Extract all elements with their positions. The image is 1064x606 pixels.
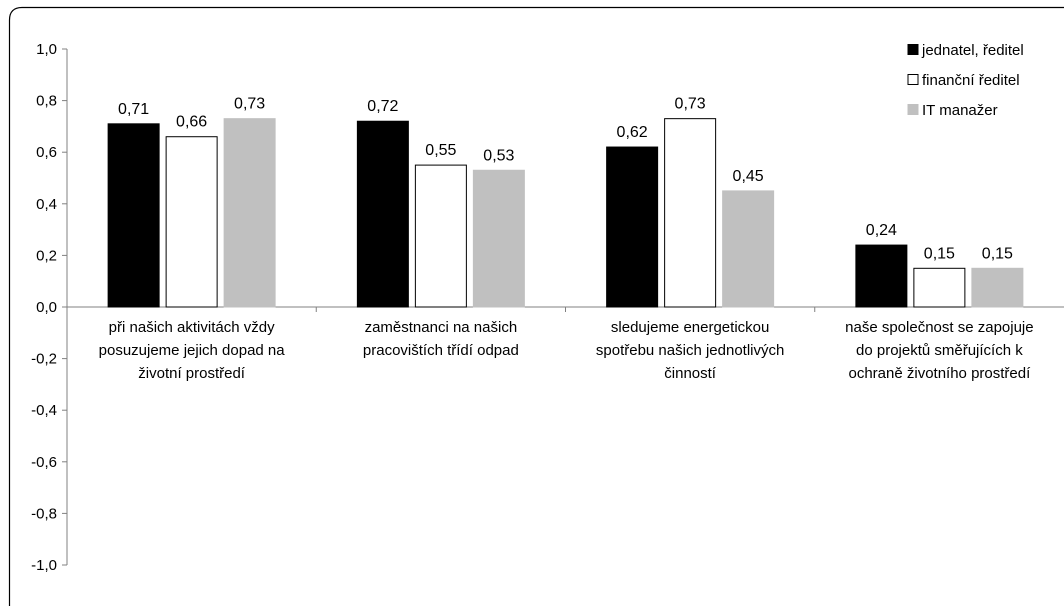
y-tick-label: 1,0: [36, 41, 57, 58]
y-tick-label: -0,4: [31, 402, 57, 419]
legend-entry: jednatel, ředitel: [921, 42, 1024, 59]
bar: [665, 119, 716, 307]
bar-value-label: 0,72: [367, 98, 398, 115]
bar: [357, 121, 408, 307]
bar: [415, 165, 466, 307]
legend-swatch: [908, 75, 918, 85]
y-tick-label: 0,4: [36, 196, 57, 213]
legend-entry: IT manažer: [922, 102, 998, 119]
chart-frame: 1,0 0,8 0,6 0,4 0,2 0,0 -0,2 -0,4 -0,6 -0,8 -1,0 0…: [8, 6, 1064, 606]
bar-value-label: 0,53: [483, 147, 514, 164]
legend-swatch: [908, 45, 918, 55]
bar: [108, 124, 159, 307]
category-label: spotřebu našich jednotlivých: [596, 342, 784, 359]
category-label: do projektů směřujících k: [856, 342, 1023, 359]
y-tick-label: 0,2: [36, 247, 57, 264]
bar-value-label: 0,45: [733, 168, 764, 185]
bar: [914, 268, 965, 307]
category-label: životní prostředí: [138, 365, 246, 382]
category-label: při našich aktivitách vždy: [109, 319, 275, 336]
y-tick-label: 0,0: [36, 299, 57, 316]
bar: [607, 147, 658, 307]
category-label: posuzujeme jejich dopad na: [99, 342, 286, 359]
bar-value-label: 0,55: [425, 142, 456, 159]
y-tick-label: -0,6: [31, 454, 57, 471]
bar-value-label: 0,15: [924, 245, 955, 262]
bar-chart: 1,0 0,8 0,6 0,4 0,2 0,0 -0,2 -0,4 -0,6 -0,8 -1,0 0…: [8, 6, 1064, 606]
bar-value-label: 0,24: [866, 222, 897, 239]
y-tick-label: -1,0: [31, 557, 57, 574]
bar-value-label: 0,73: [234, 96, 265, 113]
bar: [473, 170, 524, 307]
category-label: činností: [664, 365, 717, 382]
category-label: sledujeme energetickou: [611, 319, 769, 336]
bar: [166, 137, 217, 307]
category-label: zaměstnanci na našich: [365, 319, 518, 336]
bar-value-label: 0,62: [617, 124, 648, 141]
bar: [723, 191, 774, 307]
bar-value-label: 0,66: [176, 114, 207, 131]
category-label: naše společnost se zapojuje: [845, 319, 1033, 336]
bar: [224, 119, 275, 307]
category-label: ochraně životního prostředí: [848, 365, 1031, 382]
bar-value-label: 0,73: [675, 96, 706, 113]
bar-value-label: 0,71: [118, 101, 149, 118]
y-tick-label: -0,8: [31, 505, 57, 522]
y-tick-label: 0,8: [36, 93, 57, 110]
y-tick-label: -0,2: [31, 351, 57, 368]
legend-swatch: [908, 105, 918, 115]
legend: jednatel, ředitel finanční ředitel IT mana…: [908, 42, 1024, 119]
y-tick-label: 0,6: [36, 144, 57, 161]
category-label: pracovištích třídí odpad: [363, 342, 519, 359]
category-labels: při našich aktivitách vždy posuzujeme jej…: [99, 319, 1034, 382]
bar: [972, 268, 1023, 307]
bar: [856, 245, 907, 307]
legend-entry: finanční ředitel: [922, 72, 1020, 89]
bars: [108, 119, 1023, 307]
bar-value-label: 0,15: [982, 245, 1013, 262]
